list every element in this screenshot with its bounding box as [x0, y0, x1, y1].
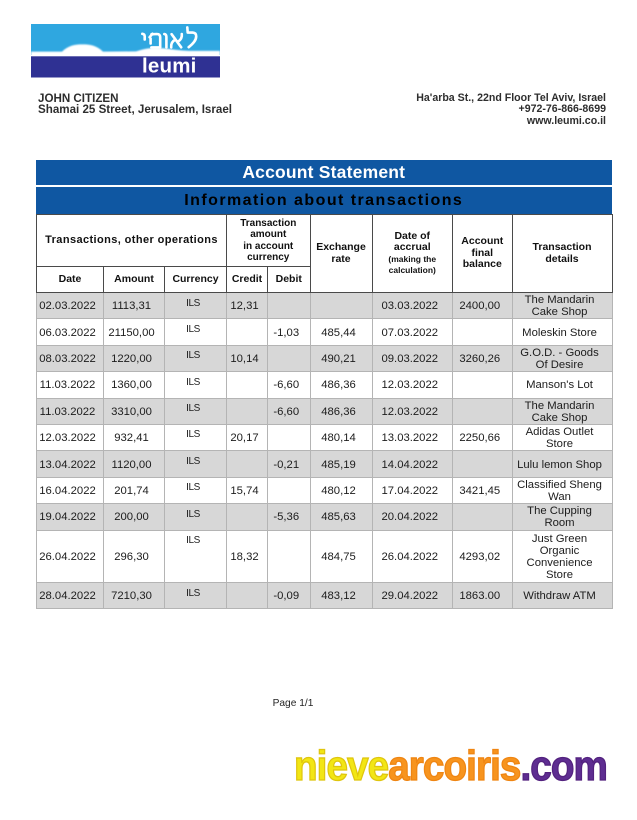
- svg-text:leumi: leumi: [142, 54, 197, 77]
